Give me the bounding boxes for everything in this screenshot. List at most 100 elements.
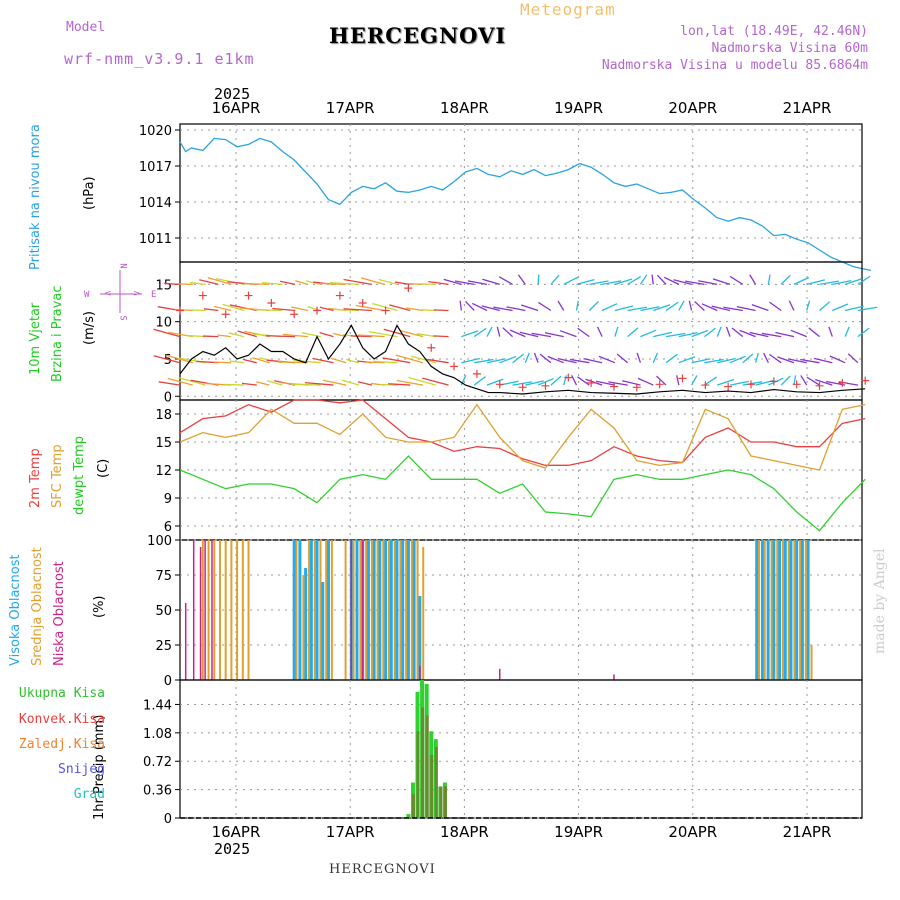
wind-panel: 0 5 10 15 [153, 261, 878, 405]
wind-direction-arrow [388, 383, 411, 386]
wind-direction-arrow [808, 327, 820, 338]
wind-direction-arrow [857, 306, 878, 312]
precip-conv-bar [439, 786, 443, 818]
wind-direction-arrow [474, 358, 494, 364]
wind-direction-arrow [464, 300, 475, 311]
y-tick-label: 0 [164, 674, 172, 689]
wind-direction-arrow [736, 306, 756, 312]
wind-direction-arrow [241, 382, 257, 386]
wind-direction-arrow [691, 375, 698, 386]
wind-direction-arrow [378, 278, 398, 286]
precip-legend-conv: Konvek.Kisa [18, 712, 105, 727]
wind-direction-arrow [763, 352, 769, 363]
wind-direction-arrow [550, 274, 560, 285]
wind-direction-arrow [266, 380, 283, 386]
wind-direction-arrow [828, 326, 833, 337]
wind-gust-marker [815, 381, 824, 390]
wind-direction-arrow [780, 274, 791, 285]
wind-direction-arrow [729, 355, 746, 364]
wind-direction-arrow [544, 332, 564, 338]
wind-direction-arrow [517, 274, 526, 285]
wind-direction-arrow [636, 352, 642, 363]
wind-direction-arrow [790, 329, 807, 338]
wind-direction-arrow [557, 358, 577, 364]
wind-direction-arrow [563, 276, 579, 285]
wind-direction-arrow [665, 301, 679, 312]
wind-direction-arrow [701, 303, 718, 312]
precip-conv-bar [443, 786, 447, 818]
wind-direction-arrow [427, 358, 449, 364]
wind-direction-arrow [769, 301, 782, 312]
model-label: Model [66, 20, 106, 35]
wind-direction-arrow [742, 353, 754, 364]
wind-direction-arrow [729, 275, 744, 285]
wind-gust-marker [221, 310, 230, 319]
wind-direction-arrow [717, 357, 736, 364]
wind-direction-arrow [319, 331, 334, 338]
wind-gust-marker [267, 299, 276, 308]
footer-station: HERCEGNOVI [329, 862, 436, 877]
wind-direction-arrow [651, 274, 654, 285]
wind-direction-arrow [585, 378, 603, 386]
wind-direction-arrow [191, 309, 206, 312]
wind-direction-arrow [533, 352, 539, 363]
y-tick-label: 10 [155, 316, 172, 331]
temperature-panel: 6 9 12 15 18 [155, 399, 866, 541]
wind-gust-marker [244, 291, 253, 300]
precip-conv-bar [416, 731, 420, 818]
wind-direction-arrow [595, 380, 616, 386]
wind-direction-arrow [319, 306, 334, 312]
wind-direction-arrow [304, 381, 334, 386]
wind-direction-arrow [844, 278, 863, 285]
y-tick-label: 1020 [139, 124, 172, 139]
y-tick-label: 25 [155, 639, 172, 654]
wind-direction-arrow [739, 329, 756, 338]
wind-direction-arrow [372, 360, 398, 364]
y-tick-label: 1011 [139, 232, 172, 247]
wind-gust-marker [198, 291, 207, 300]
wind-direction-arrow [399, 329, 424, 338]
wind-direction-arrow [678, 300, 685, 311]
wind-direction-arrow [678, 356, 696, 364]
wind-direction-arrow [622, 380, 641, 386]
wind-direction-arrow [550, 375, 562, 386]
date-labels-bottom: 16APR 17APR 18APR 19APR 20APR 21APR [212, 823, 832, 841]
date-tick-label: 16APR [212, 99, 261, 117]
y-tick-label: 1.08 [143, 727, 172, 742]
wind-gust-marker [587, 378, 596, 387]
wind-direction-arrow [716, 378, 735, 386]
wind-gust-marker [404, 284, 413, 293]
wind-direction-arrow [320, 282, 347, 286]
wind-direction-arrow [506, 306, 526, 312]
wind-direction-arrow [673, 279, 692, 286]
wind-direction-arrow [601, 303, 618, 312]
wind-direction-arrow [685, 280, 705, 286]
wind-direction-arrow [813, 357, 833, 364]
precip-legend-grad: Grad [73, 787, 105, 802]
wind-direction-arrow [372, 302, 398, 312]
wind-direction-arrow [704, 376, 718, 386]
wind-direction-arrow [199, 279, 219, 286]
y-tick-label: 15 [155, 436, 172, 451]
wind-direction-arrow [498, 276, 513, 285]
wind-direction-arrow [653, 304, 671, 312]
date-tick-label: 16APR [212, 823, 261, 841]
wind-direction-arrow [640, 329, 657, 338]
wind-direction-arrow [698, 280, 718, 286]
wind-direction-arrow [519, 331, 539, 338]
wind-speed-line [179, 324, 866, 395]
y-tick-label: 12 [155, 464, 172, 479]
wind-gust-marker [701, 381, 710, 390]
wind-direction-arrow [663, 276, 680, 285]
wind-gust-marker [724, 382, 733, 391]
compass-icon: N W E S < > [80, 258, 160, 328]
wind-gust-marker [450, 362, 459, 371]
wind-direction-arrow [538, 301, 552, 312]
wind-direction-arrow [577, 376, 590, 386]
wind-direction-arrow [815, 378, 833, 386]
precip-panel: 0 0.36 0.72 1.08 1.44 [143, 679, 863, 827]
y-tick-label: 0.72 [143, 755, 172, 770]
wind-direction-arrow [806, 376, 820, 386]
wind-direction-arrow [653, 331, 672, 338]
wind-direction-arrow [537, 274, 540, 285]
